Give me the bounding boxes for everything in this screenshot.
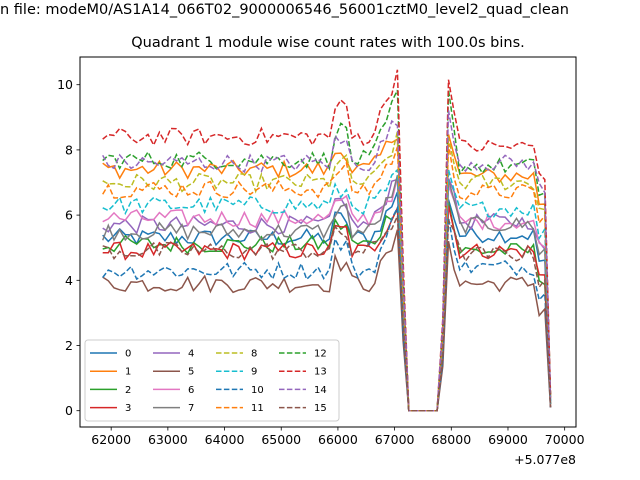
legend-label-4: 4: [188, 349, 194, 360]
y-tick-label: 6: [65, 208, 73, 223]
x-tick-label: 66000: [318, 432, 358, 447]
series-line-14: [102, 110, 552, 412]
x-offset-label: +5.077e8: [514, 452, 576, 467]
y-tick-label: 10: [57, 77, 73, 92]
legend-label-5: 5: [188, 367, 194, 378]
axes-frame: [79, 56, 577, 428]
x-tick-label: 70000: [545, 432, 585, 447]
legend-label-14: 14: [314, 385, 327, 396]
y-tick-label: 0: [65, 403, 73, 418]
series-line-2: [102, 202, 552, 412]
x-tick-label: 64000: [205, 432, 245, 447]
series-line-9: [102, 168, 552, 412]
series-line-12: [102, 89, 552, 412]
legend-label-11: 11: [251, 403, 264, 414]
x-tick-label: 69000: [488, 432, 528, 447]
legend-box: [84, 339, 340, 422]
figure-suptitle: n file: modeM0/AS1A14_066T02_9000006546_…: [0, 2, 569, 18]
x-tick-label: 63000: [148, 432, 188, 447]
series-line-11: [102, 143, 552, 412]
legend-label-7: 7: [188, 403, 194, 414]
series-line-7: [101, 175, 552, 412]
legend-label-15: 15: [314, 403, 327, 414]
legend-label-0: 0: [125, 349, 131, 360]
legend-label-10: 10: [251, 385, 264, 396]
legend-label-1: 1: [125, 367, 131, 378]
x-tick-label: 67000: [375, 432, 415, 447]
legend-label-6: 6: [188, 385, 194, 396]
legend-label-2: 2: [125, 385, 131, 396]
x-tick-label: 68000: [431, 432, 471, 447]
x-tick-label: 62000: [91, 432, 131, 447]
y-tick-label: 2: [65, 338, 73, 353]
legend-label-13: 13: [314, 367, 327, 378]
series-line-13: [102, 69, 552, 412]
legend-label-12: 12: [314, 349, 327, 360]
series-line-6: [102, 177, 552, 412]
legend-label-9: 9: [251, 367, 257, 378]
series-line-10: [102, 204, 552, 412]
legend-label-8: 8: [251, 349, 257, 360]
series-line-5: [102, 229, 552, 412]
chart-title: Quadrant 1 module wise count rates with …: [131, 35, 525, 51]
legend-label-3: 3: [125, 403, 131, 414]
series-line-0: [102, 191, 552, 412]
y-axis: 0 2 4 6 8 10: [57, 77, 80, 418]
x-tick-label: 65000: [261, 432, 301, 447]
series-line-15: [102, 215, 552, 412]
y-tick-label: 4: [65, 273, 73, 288]
series-lines: [101, 69, 552, 412]
x-axis: 62000 63000 64000 65000 66000 67000 68000 69000…: [91, 427, 585, 447]
y-tick-label: 8: [65, 142, 73, 157]
